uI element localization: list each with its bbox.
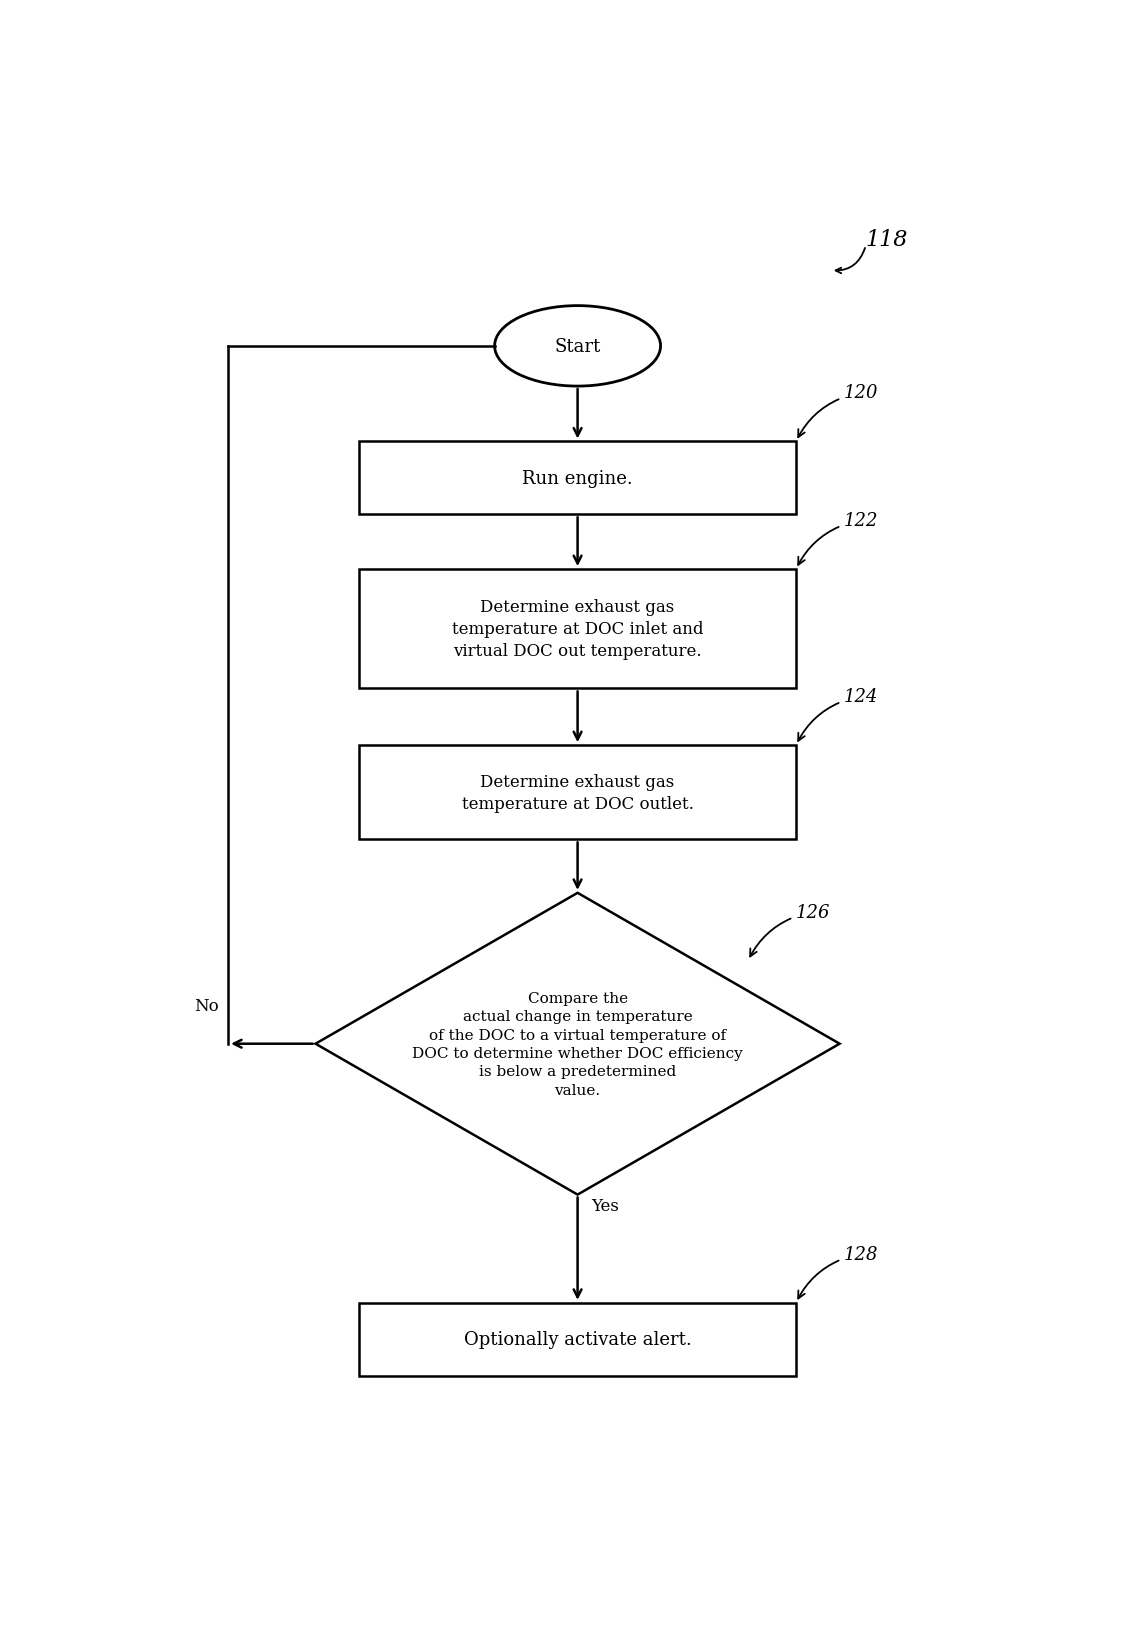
Bar [360, 570, 796, 689]
Bar [360, 1302, 796, 1376]
Text: Start: Start [554, 338, 601, 356]
Text: No: No [194, 997, 219, 1015]
Bar [360, 442, 796, 516]
Text: Yes: Yes [591, 1198, 619, 1214]
Text: Determine exhaust gas
temperature at DOC outlet.: Determine exhaust gas temperature at DOC… [462, 774, 693, 813]
Text: Run engine.: Run engine. [522, 470, 633, 488]
Text: Determine exhaust gas
temperature at DOC inlet and
virtual DOC out temperature.: Determine exhaust gas temperature at DOC… [452, 599, 703, 659]
Text: Compare the
actual change in temperature
of the DOC to a virtual temperature of
: Compare the actual change in temperature… [412, 991, 743, 1097]
Text: 118: 118 [866, 228, 908, 251]
Text: 126: 126 [751, 902, 831, 956]
Text: 124: 124 [798, 687, 878, 741]
Text: 128: 128 [798, 1245, 878, 1299]
Text: 122: 122 [798, 512, 878, 565]
Text: Optionally activate alert.: Optionally activate alert. [463, 1330, 692, 1348]
Bar [360, 746, 796, 840]
Text: 120: 120 [798, 384, 878, 437]
